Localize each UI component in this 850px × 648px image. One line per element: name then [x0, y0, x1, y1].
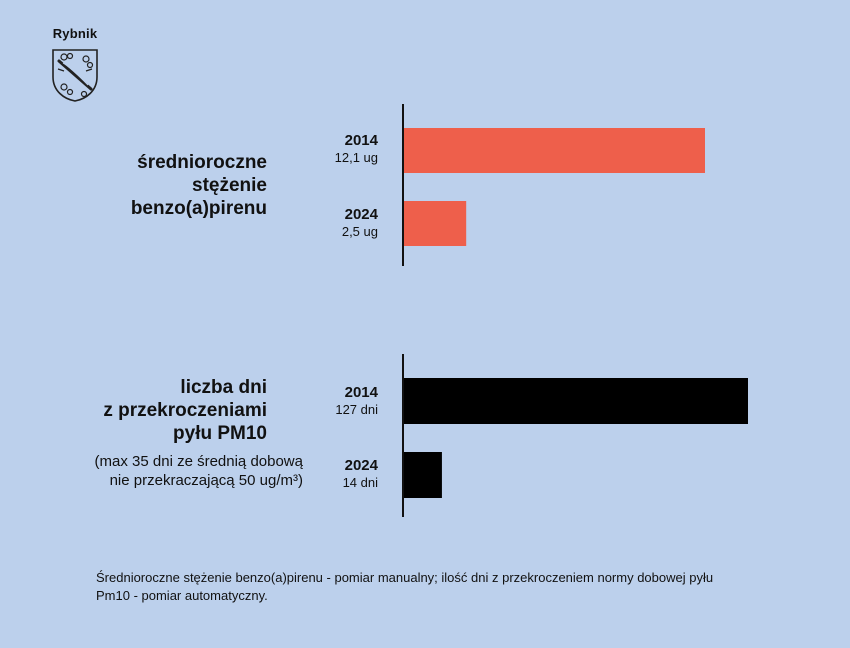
coat-of-arms-icon	[52, 49, 98, 102]
data-label: 12,1 ug	[334, 150, 378, 165]
chart1-title-line: benzo(a)pirenu	[130, 198, 267, 219]
chart2-title: liczba dni z przekroczeniami pyłu PM10	[0, 376, 267, 445]
chart2-subtitle-line: (max 35 dni ze średnią dobową	[94, 453, 303, 470]
data-label: 127 dni	[335, 402, 378, 417]
chart1-title-line: stężenie	[192, 175, 267, 196]
category-year: 2024	[344, 206, 378, 223]
chart1-title: średnioroczne stężenie benzo(a)pirenu	[0, 151, 267, 220]
logo-title: Rybnik	[52, 26, 98, 41]
chart1-bar-2014	[404, 128, 705, 173]
footnote: Średnioroczne stężenie benzo(a)pirenu - …	[96, 570, 714, 603]
chart1-category-label: 2014 12,1 ug	[298, 132, 378, 166]
logo: Rybnik	[40, 26, 110, 103]
chart2-title-line: z przekroczeniami	[103, 400, 267, 421]
chart2-subtitle: (max 35 dni ze średnią dobową nie przekr…	[23, 452, 303, 490]
chart1-category-label: 2024 2,5 ug	[298, 206, 378, 240]
category-year: 2014	[344, 132, 378, 149]
chart2-title-line: pyłu PM10	[173, 423, 267, 444]
chart1-bar-2024	[404, 201, 467, 246]
chart2-category-label: 2024 14 dni	[298, 457, 378, 491]
chart2-category-label: 2014 127 dni	[298, 384, 378, 418]
data-label: 14 dni	[342, 475, 378, 490]
data-label: 2,5 ug	[341, 224, 378, 239]
chart1-title-line: średnioroczne	[137, 152, 267, 173]
category-year: 2024	[344, 457, 378, 474]
chart2-title-line: liczba dni	[180, 377, 267, 398]
chart2-subtitle-line: nie przekraczającą 50 ug/m³)	[109, 472, 303, 489]
chart2-bar-2024	[404, 452, 442, 498]
category-year: 2014	[344, 384, 378, 401]
chart2-bar-2014	[404, 378, 748, 424]
